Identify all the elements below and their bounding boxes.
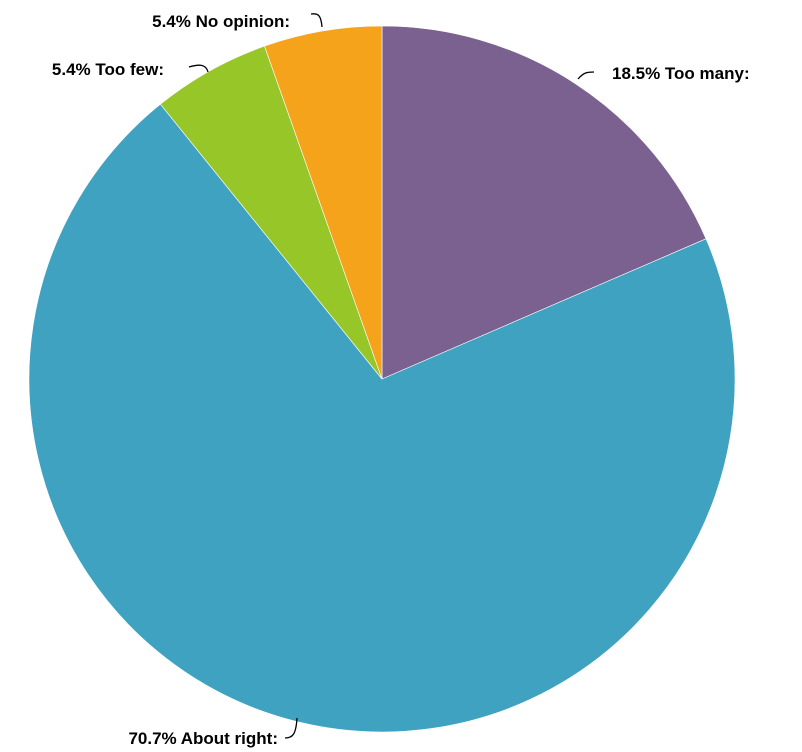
slice-label-no-opinion: 5.4% No opinion: <box>152 12 290 31</box>
slices-layer <box>28 25 736 733</box>
slice-label-about-right: 70.7% About right: <box>128 729 278 748</box>
slice-label-too-few: 5.4% Too few: <box>52 60 164 79</box>
leader-line-about-right <box>284 717 298 739</box>
pie-slice-about-right <box>28 103 736 733</box>
slice-label-too-many: 18.5% Too many: <box>612 64 750 83</box>
leader-line-too-few <box>188 64 209 73</box>
leader-line-no-opinion <box>310 13 323 28</box>
pie-slice-no-opinion <box>264 25 383 380</box>
leader-line-too-many <box>577 71 595 80</box>
leader-lines-layer <box>188 13 595 739</box>
pie-slice-too-many <box>381 25 707 380</box>
slice-labels-layer: 18.5% Too many: 70.7% About right: 5.4% To… <box>52 12 750 748</box>
